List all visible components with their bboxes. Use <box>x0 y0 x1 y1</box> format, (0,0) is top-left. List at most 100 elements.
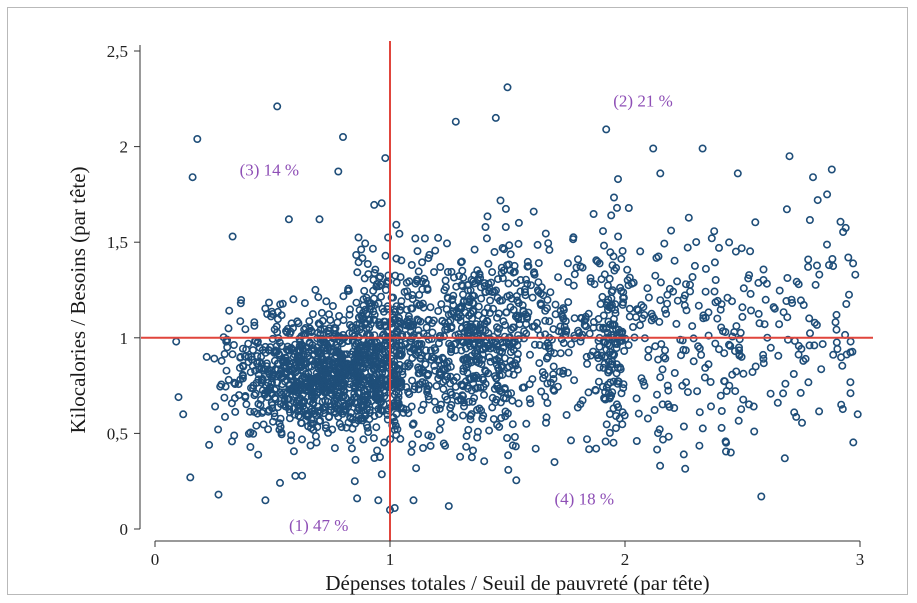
data-point <box>459 297 468 306</box>
quadrant-label: (3) 14 % <box>240 161 299 180</box>
data-point <box>602 125 611 134</box>
data-point <box>390 503 399 512</box>
data-point <box>412 275 421 284</box>
data-point <box>504 465 513 474</box>
data-point <box>611 309 620 318</box>
data-point <box>607 300 616 309</box>
data-point <box>541 316 550 325</box>
data-point <box>537 300 546 309</box>
data-point <box>598 292 607 301</box>
data-point <box>735 346 744 355</box>
data-point <box>357 245 366 254</box>
data-point <box>661 354 670 363</box>
data-point <box>490 372 499 381</box>
data-point <box>418 258 427 267</box>
data-point <box>377 199 386 208</box>
data-point <box>722 438 731 447</box>
data-point <box>838 361 847 370</box>
data-point <box>522 419 531 428</box>
data-point <box>333 382 342 391</box>
data-point <box>495 371 504 380</box>
data-point <box>813 196 822 205</box>
data-point <box>559 366 568 375</box>
data-point <box>720 377 729 386</box>
data-point <box>698 144 707 153</box>
data-point <box>374 496 383 505</box>
data-point <box>508 396 517 405</box>
data-point <box>264 425 273 434</box>
data-point <box>836 217 845 226</box>
data-point <box>581 322 590 331</box>
data-point <box>506 348 515 357</box>
data-point <box>309 395 318 404</box>
data-point <box>652 390 661 399</box>
data-point <box>694 342 703 351</box>
data-point <box>600 394 609 403</box>
data-point <box>679 450 688 459</box>
data-point <box>566 436 575 445</box>
data-point <box>396 273 405 282</box>
data-point <box>246 442 255 451</box>
data-point <box>805 314 814 323</box>
data-point <box>373 384 382 393</box>
data-point <box>582 435 591 444</box>
data-point <box>787 295 796 304</box>
data-point <box>481 379 490 388</box>
data-point <box>503 83 512 92</box>
data-point <box>426 441 435 450</box>
data-point <box>510 432 519 441</box>
data-point <box>499 245 508 254</box>
data-point <box>564 298 573 307</box>
data-point <box>275 478 284 487</box>
data-point <box>721 447 730 456</box>
data-point <box>420 234 429 243</box>
data-point <box>244 339 253 348</box>
data-point <box>698 424 707 433</box>
data-point <box>736 328 745 337</box>
data-point <box>463 334 472 343</box>
data-point <box>605 274 614 283</box>
data-point <box>545 317 554 326</box>
data-point <box>632 436 641 445</box>
data-point <box>779 308 788 317</box>
data-point <box>456 452 465 461</box>
data-point <box>713 314 722 323</box>
data-point <box>605 366 614 375</box>
data-point <box>422 323 431 332</box>
data-point <box>478 314 487 323</box>
data-point <box>541 229 550 238</box>
data-point <box>734 416 743 425</box>
data-point <box>318 383 327 392</box>
data-point <box>644 293 653 302</box>
y-tick-label: 0 <box>120 520 129 539</box>
data-point <box>431 366 440 375</box>
data-point <box>408 354 417 363</box>
data-point <box>483 304 492 313</box>
data-point <box>340 405 349 414</box>
data-point <box>427 432 436 441</box>
data-point <box>699 314 708 323</box>
data-point <box>603 340 612 349</box>
data-point <box>221 382 230 391</box>
data-point <box>477 294 486 303</box>
data-point <box>353 363 362 372</box>
data-point <box>474 353 483 362</box>
data-point <box>682 378 691 387</box>
data-point <box>851 270 860 279</box>
data-point <box>609 193 618 202</box>
data-point <box>291 471 300 480</box>
data-point <box>573 255 582 264</box>
data-point <box>211 402 220 411</box>
data-point <box>353 268 362 277</box>
data-point <box>611 424 620 433</box>
data-point <box>298 471 307 480</box>
data-point <box>618 327 627 336</box>
data-point <box>470 373 479 382</box>
data-point <box>775 286 784 295</box>
data-point <box>381 251 390 260</box>
data-point <box>437 300 446 309</box>
data-point <box>599 324 608 333</box>
data-point <box>557 328 566 337</box>
data-point <box>300 299 309 308</box>
data-point <box>461 308 470 317</box>
